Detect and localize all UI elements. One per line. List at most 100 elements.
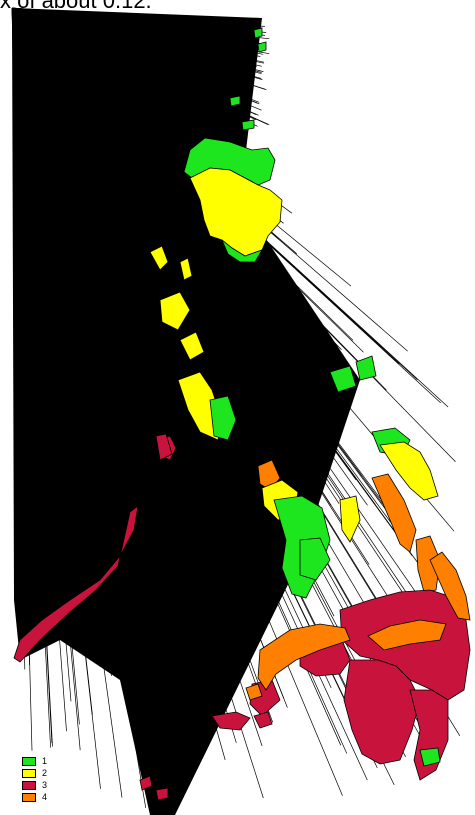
ray-118 bbox=[11, 7, 268, 605]
legend-label-1: 1 bbox=[42, 756, 48, 766]
ray-70 bbox=[11, 7, 332, 689]
ray-62 bbox=[11, 7, 370, 565]
ray-83 bbox=[11, 7, 423, 570]
ray-28 bbox=[11, 7, 262, 29]
ray-123 bbox=[11, 7, 166, 645]
ray-36 bbox=[11, 7, 267, 33]
ray-149 bbox=[11, 7, 277, 417]
ray-103 bbox=[11, 7, 285, 699]
ray-111 bbox=[11, 7, 266, 711]
legend-swatch-4 bbox=[22, 793, 36, 802]
ray-25 bbox=[11, 7, 265, 63]
region-33 bbox=[245, 683, 263, 701]
ray-11 bbox=[11, 7, 258, 24]
legend-swatch-1 bbox=[22, 757, 36, 766]
region-18 bbox=[379, 441, 439, 501]
region-19 bbox=[371, 473, 417, 553]
region-3 bbox=[221, 239, 263, 263]
ray-144 bbox=[11, 7, 290, 333]
ray-108 bbox=[11, 7, 184, 671]
ray-143 bbox=[11, 7, 341, 387]
ray-49 bbox=[11, 7, 395, 742]
region-40 bbox=[155, 787, 169, 801]
ray-128 bbox=[11, 7, 123, 798]
ray-31 bbox=[11, 7, 270, 55]
region-38 bbox=[253, 711, 273, 729]
ray-124 bbox=[11, 7, 112, 634]
ray-122 bbox=[11, 7, 254, 587]
ray-9 bbox=[11, 7, 266, 36]
legend-swatch-3 bbox=[22, 781, 36, 790]
region-23 bbox=[339, 495, 361, 543]
ray-127 bbox=[11, 7, 264, 799]
ray-84 bbox=[11, 7, 458, 652]
ray-134 bbox=[11, 7, 106, 617]
region-39 bbox=[139, 775, 153, 791]
ray-142 bbox=[11, 7, 222, 298]
region-34 bbox=[257, 623, 351, 691]
ray-16 bbox=[11, 7, 266, 50]
region-41 bbox=[419, 747, 441, 767]
ray-30 bbox=[11, 7, 266, 90]
ray-75 bbox=[11, 7, 342, 746]
ray-53 bbox=[11, 7, 334, 412]
ray-159 bbox=[11, 7, 242, 331]
region-15 bbox=[209, 395, 237, 441]
ray-73 bbox=[11, 7, 431, 635]
ray-120 bbox=[11, 7, 125, 588]
region-11 bbox=[179, 331, 205, 361]
ray-33 bbox=[11, 7, 262, 111]
region-24 bbox=[299, 537, 331, 581]
legend-label-2: 2 bbox=[42, 768, 48, 778]
ray-32 bbox=[11, 7, 262, 73]
ray-116 bbox=[11, 7, 33, 751]
ray-104 bbox=[11, 7, 26, 670]
region-25 bbox=[415, 535, 441, 593]
ray-115 bbox=[11, 7, 108, 587]
ray-37 bbox=[11, 7, 260, 103]
map-regions bbox=[13, 27, 471, 801]
region-27 bbox=[155, 433, 173, 461]
ray-38 bbox=[11, 7, 269, 125]
region-36 bbox=[429, 551, 471, 621]
ray-35 bbox=[11, 7, 260, 45]
region-5 bbox=[179, 257, 193, 281]
ray-59 bbox=[11, 7, 406, 723]
ray-129 bbox=[11, 7, 241, 675]
ray-23 bbox=[11, 7, 259, 116]
ray-14 bbox=[11, 7, 270, 40]
ray-63 bbox=[11, 7, 340, 504]
ray-15 bbox=[11, 7, 262, 79]
ray-87 bbox=[11, 7, 401, 664]
ray-21 bbox=[11, 7, 261, 57]
region-10 bbox=[159, 291, 191, 331]
ray-109 bbox=[11, 7, 248, 622]
ray-148 bbox=[11, 7, 329, 432]
region-12 bbox=[355, 355, 377, 381]
ray-154 bbox=[11, 7, 260, 445]
ray-94 bbox=[11, 7, 226, 761]
ray-130 bbox=[11, 7, 40, 629]
ray-141 bbox=[11, 7, 295, 343]
legend-label-3: 3 bbox=[42, 780, 48, 790]
ray-132 bbox=[11, 7, 181, 802]
ray-90 bbox=[11, 7, 194, 771]
region-4 bbox=[149, 245, 169, 271]
ray-136 bbox=[11, 7, 237, 743]
ray-133 bbox=[11, 7, 93, 662]
region-29 bbox=[343, 659, 421, 765]
ray-58 bbox=[11, 7, 342, 350]
region-6 bbox=[253, 27, 263, 39]
ray-163 bbox=[11, 7, 201, 322]
legend-label-4: 4 bbox=[42, 792, 48, 802]
legend-swatch-2 bbox=[22, 769, 36, 778]
ray-44 bbox=[11, 7, 427, 680]
ray-17 bbox=[11, 7, 258, 127]
region-35 bbox=[367, 619, 447, 651]
ray-151 bbox=[11, 7, 352, 287]
ray-fan-1 bbox=[12, 8, 360, 815]
region-7 bbox=[257, 41, 267, 53]
ray-119 bbox=[11, 7, 129, 632]
ray-110 bbox=[11, 7, 112, 676]
